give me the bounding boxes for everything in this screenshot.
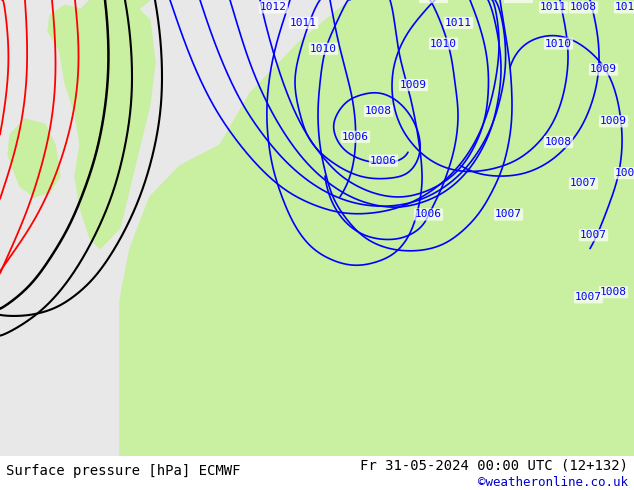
Text: 1010: 1010 xyxy=(615,2,634,12)
Text: 1008: 1008 xyxy=(600,287,627,297)
Text: 1007: 1007 xyxy=(615,168,634,178)
Text: 1011: 1011 xyxy=(445,18,472,28)
Text: 1009: 1009 xyxy=(400,80,427,90)
Text: Surface pressure [hPa] ECMWF: Surface pressure [hPa] ECMWF xyxy=(6,464,241,478)
Text: 1011: 1011 xyxy=(540,2,567,12)
Text: 1007: 1007 xyxy=(580,230,607,240)
Text: 1008: 1008 xyxy=(570,2,597,12)
Polygon shape xyxy=(120,0,634,456)
Text: 1012: 1012 xyxy=(420,0,447,2)
Polygon shape xyxy=(8,119,60,197)
Text: 1009: 1009 xyxy=(600,116,627,126)
Polygon shape xyxy=(100,0,150,16)
Text: 1007: 1007 xyxy=(575,293,602,302)
Text: 1006: 1006 xyxy=(370,156,397,166)
Text: 1010: 1010 xyxy=(430,39,457,49)
Text: 1010: 1010 xyxy=(545,39,572,49)
Text: 1008: 1008 xyxy=(545,137,572,147)
Polygon shape xyxy=(60,0,155,248)
Polygon shape xyxy=(530,0,634,73)
Text: 1006: 1006 xyxy=(415,210,442,220)
Polygon shape xyxy=(455,78,520,135)
Text: ©weatheronline.co.uk: ©weatheronline.co.uk xyxy=(477,476,628,489)
Text: 1012: 1012 xyxy=(260,2,287,12)
Text: Fr 31-05-2024 00:00 UTC (12+132): Fr 31-05-2024 00:00 UTC (12+132) xyxy=(359,458,628,472)
Polygon shape xyxy=(48,5,90,52)
Text: 1011: 1011 xyxy=(290,18,317,28)
Text: 1007: 1007 xyxy=(570,178,597,189)
Text: 1007: 1007 xyxy=(495,210,522,220)
Text: 1011: 1011 xyxy=(505,0,532,2)
Text: 1009: 1009 xyxy=(590,65,617,74)
Text: 1010: 1010 xyxy=(310,44,337,54)
Polygon shape xyxy=(480,0,634,21)
Text: 1006: 1006 xyxy=(342,132,369,142)
Text: 1008: 1008 xyxy=(365,106,392,116)
